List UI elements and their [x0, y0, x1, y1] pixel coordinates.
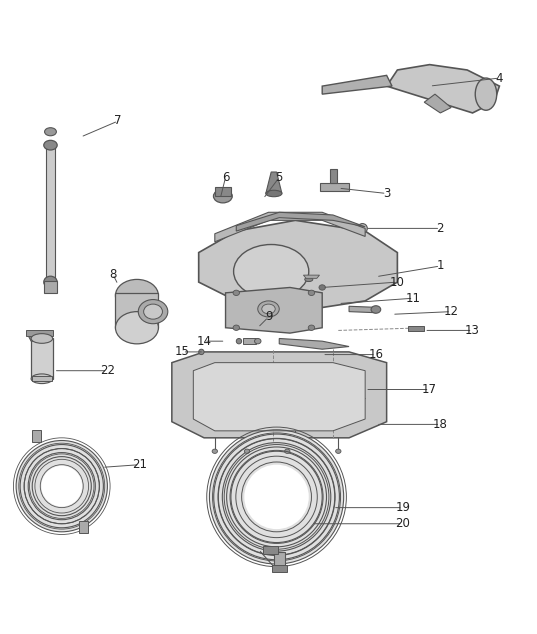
Bar — [46, 145, 55, 285]
Text: 2: 2 — [437, 222, 444, 235]
Bar — [243, 339, 256, 344]
Circle shape — [209, 430, 344, 564]
Ellipse shape — [475, 78, 497, 110]
Polygon shape — [303, 275, 320, 278]
Bar — [330, 169, 337, 183]
Text: 6: 6 — [222, 171, 229, 184]
Bar — [408, 326, 424, 331]
Bar — [32, 376, 52, 382]
Ellipse shape — [305, 277, 313, 281]
Text: 12: 12 — [444, 305, 459, 318]
Polygon shape — [172, 352, 387, 438]
Ellipse shape — [233, 325, 240, 330]
Ellipse shape — [44, 276, 57, 288]
Ellipse shape — [244, 449, 250, 453]
Ellipse shape — [115, 280, 158, 312]
Polygon shape — [266, 172, 282, 193]
Polygon shape — [322, 75, 392, 94]
Text: 7: 7 — [114, 115, 122, 127]
Text: 10: 10 — [390, 276, 405, 288]
Text: 22: 22 — [100, 364, 115, 377]
Text: 13: 13 — [465, 324, 480, 337]
Polygon shape — [387, 65, 499, 113]
Ellipse shape — [138, 299, 168, 324]
Bar — [274, 552, 285, 568]
Text: 18: 18 — [433, 418, 448, 431]
Text: 4: 4 — [496, 72, 503, 84]
Bar — [115, 293, 158, 328]
Ellipse shape — [212, 449, 217, 453]
Text: 20: 20 — [395, 517, 410, 530]
Text: 15: 15 — [175, 346, 190, 358]
Ellipse shape — [45, 127, 56, 136]
Ellipse shape — [143, 304, 162, 319]
Bar — [215, 186, 231, 196]
Ellipse shape — [358, 224, 367, 233]
Bar — [79, 521, 88, 533]
Ellipse shape — [308, 325, 315, 330]
Polygon shape — [349, 306, 376, 313]
Ellipse shape — [258, 301, 279, 317]
Text: 14: 14 — [197, 335, 212, 347]
Text: 21: 21 — [132, 458, 147, 471]
Text: 8: 8 — [109, 268, 117, 280]
Ellipse shape — [336, 449, 341, 453]
Text: 16: 16 — [368, 348, 383, 361]
Circle shape — [16, 441, 107, 532]
Polygon shape — [199, 221, 397, 312]
Ellipse shape — [285, 449, 290, 453]
Ellipse shape — [255, 339, 261, 344]
Polygon shape — [279, 339, 349, 349]
Ellipse shape — [44, 140, 57, 150]
Ellipse shape — [115, 312, 158, 344]
Polygon shape — [193, 363, 365, 431]
Text: 5: 5 — [275, 171, 283, 184]
Text: 19: 19 — [395, 501, 410, 514]
Bar — [26, 330, 53, 336]
Ellipse shape — [262, 304, 275, 314]
Ellipse shape — [233, 290, 240, 295]
Polygon shape — [27, 333, 48, 341]
Polygon shape — [236, 212, 365, 231]
Ellipse shape — [213, 190, 233, 203]
Bar — [32, 430, 41, 442]
Text: 11: 11 — [406, 292, 421, 305]
Ellipse shape — [308, 290, 315, 295]
Text: 17: 17 — [422, 383, 437, 396]
Ellipse shape — [266, 190, 282, 197]
Text: 1: 1 — [437, 259, 444, 273]
Bar — [31, 339, 53, 378]
Ellipse shape — [234, 245, 309, 298]
Polygon shape — [226, 287, 322, 333]
Bar — [320, 183, 349, 191]
Bar — [272, 565, 287, 571]
Text: 3: 3 — [383, 187, 390, 200]
Circle shape — [41, 466, 82, 507]
Polygon shape — [215, 212, 365, 242]
Ellipse shape — [319, 285, 325, 290]
Ellipse shape — [199, 349, 204, 354]
Ellipse shape — [31, 374, 53, 384]
Ellipse shape — [236, 339, 242, 344]
Bar — [263, 547, 278, 554]
Text: 9: 9 — [265, 311, 272, 323]
Bar — [44, 281, 57, 293]
Ellipse shape — [31, 333, 53, 344]
Polygon shape — [424, 94, 451, 113]
Ellipse shape — [371, 306, 381, 313]
Circle shape — [244, 465, 309, 529]
